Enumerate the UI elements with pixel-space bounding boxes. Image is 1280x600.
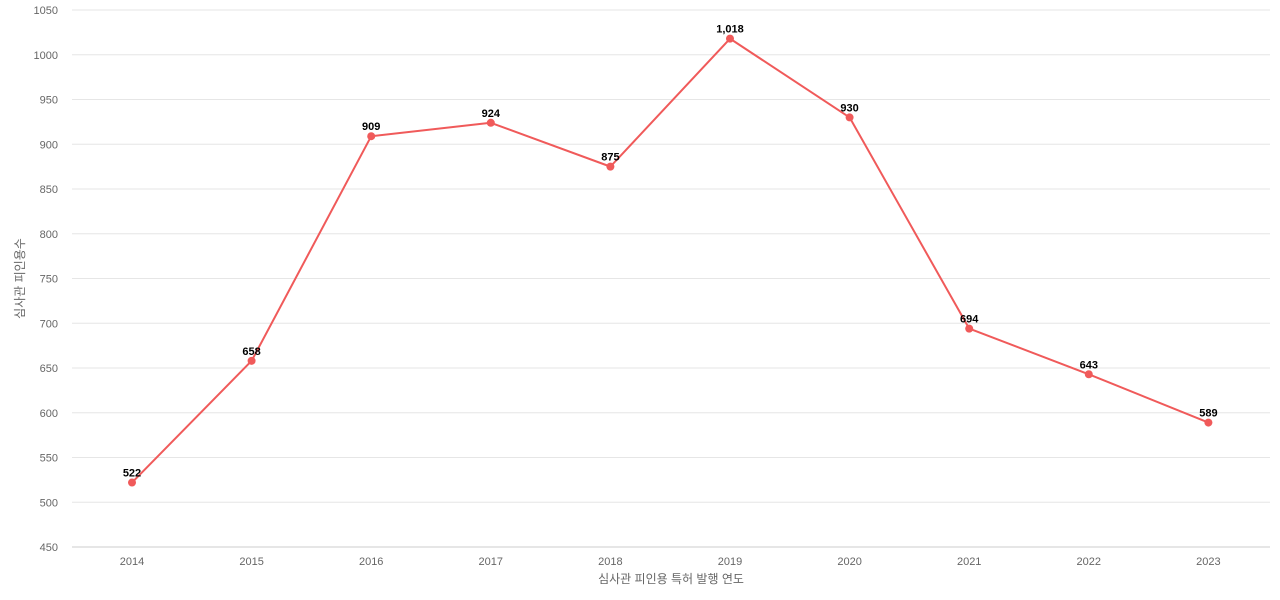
x-tick-label: 2017: [479, 556, 503, 568]
x-tick-label: 2020: [837, 556, 861, 568]
data-point[interactable]: [486, 118, 495, 127]
y-tick-label: 600: [40, 408, 58, 420]
y-tick-label: 750: [40, 274, 58, 286]
data-point[interactable]: [1204, 418, 1213, 427]
data-label: 589: [1199, 408, 1217, 420]
x-axis-ticks: 2014 2015 2016 2017 2018 2019 2020 2021 2022 2023: [120, 556, 1221, 568]
y-tick-label: 700: [40, 318, 58, 330]
data-point[interactable]: [128, 478, 136, 487]
y-tick-label: 950: [40, 95, 58, 107]
data-point[interactable]: [845, 113, 854, 122]
data-label: 522: [123, 468, 141, 480]
data-point[interactable]: [606, 162, 615, 171]
x-tick-label: 2019: [718, 556, 742, 568]
y-tick-label: 800: [40, 229, 58, 241]
x-tick-label: 2023: [1196, 556, 1220, 568]
y-tick-label: 500: [40, 497, 58, 509]
data-labels: 522 658 909 924 875 1,018 930 694 643 589: [123, 24, 1218, 480]
x-tick-label: 2014: [120, 556, 144, 568]
data-point[interactable]: [247, 356, 256, 365]
y-tick-label: 900: [40, 139, 58, 151]
y-axis-ticks: 450 500 550 600 650 700 750 800 850 900 950 1000 105…: [34, 5, 58, 554]
data-point[interactable]: [367, 132, 376, 141]
y-tick-label: 550: [40, 453, 58, 465]
y-tick-label: 1050: [34, 5, 58, 17]
series-line: [131, 37, 1209, 484]
x-axis-title: 심사관 피인용 특허 발행 연도: [598, 571, 744, 586]
data-label: 875: [601, 152, 619, 164]
data-label: 1,018: [716, 24, 744, 36]
x-tick-label: 2018: [598, 556, 622, 568]
series-group: [128, 34, 1213, 487]
y-tick-label: 850: [40, 184, 58, 196]
x-tick-label: 2015: [239, 556, 263, 568]
data-point[interactable]: [726, 34, 734, 43]
data-label: 909: [362, 121, 380, 133]
x-tick-label: 2022: [1077, 556, 1101, 568]
data-label: 658: [242, 346, 260, 358]
y-tick-label: 650: [40, 363, 58, 375]
data-point[interactable]: [965, 324, 974, 333]
x-tick-label: 2021: [957, 556, 981, 568]
y-axis-title: 심사관 피인용수: [13, 238, 27, 319]
data-label: 930: [840, 102, 858, 114]
x-tick-label: 2016: [359, 556, 383, 568]
y-tick-label: 1000: [34, 50, 58, 62]
data-label: 694: [960, 314, 979, 326]
data-label: 924: [482, 108, 501, 120]
data-label: 643: [1080, 359, 1098, 371]
y-tick-label: 450: [40, 542, 58, 554]
data-point[interactable]: [1084, 370, 1093, 379]
gridlines: [72, 9, 1270, 503]
